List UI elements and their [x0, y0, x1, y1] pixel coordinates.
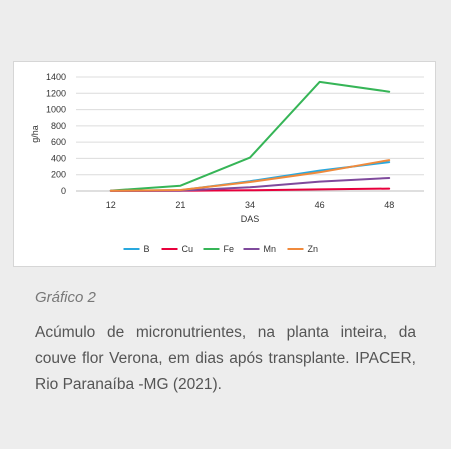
series-line-fe [109, 80, 391, 192]
legend-label: Mn [264, 244, 277, 254]
legend-label: Fe [224, 244, 235, 254]
y-tick-label: 600 [51, 137, 66, 147]
series-line-zn [109, 159, 391, 192]
x-tick-label: 21 [175, 200, 185, 210]
legend-item-cu: Cu [161, 244, 194, 254]
x-tick-label: 12 [106, 200, 116, 210]
figure-title: Gráfico 2 [35, 289, 96, 306]
legend-label: Cu [182, 244, 194, 254]
legend-item-zn: Zn [287, 244, 319, 254]
y-tick-label: 200 [51, 170, 66, 180]
figure-caption: Acúmulo de micronutrientes, na planta in… [35, 324, 416, 393]
x-tick-label: 48 [384, 200, 394, 210]
legend-label: B [144, 244, 150, 254]
y-tick-label: 1200 [46, 88, 66, 98]
line-chart: 0 200 400 600 800 1000 1200 1400 12 21 34 46 48 g/h… [30, 72, 424, 254]
legend-item-b: B [123, 244, 150, 254]
x-tick-label: 46 [315, 200, 325, 210]
y-tick-label: 400 [51, 153, 66, 163]
legend-label: Zn [308, 244, 319, 254]
y-tick-label: 1000 [46, 105, 66, 115]
legend-item-fe: Fe [203, 244, 235, 254]
y-tick-label: 1400 [46, 72, 66, 82]
y-axis-label: g/ha [30, 125, 40, 143]
y-tick-label: 800 [51, 121, 66, 131]
x-tick-label: 34 [245, 200, 255, 210]
y-tick-label: 0 [61, 186, 66, 196]
legend-item-mn: Mn [243, 244, 277, 254]
chart-panel: 0 200 400 600 800 1000 1200 1400 12 21 34 46 48 g/h… [13, 61, 436, 267]
x-axis-label: DAS [241, 214, 260, 224]
